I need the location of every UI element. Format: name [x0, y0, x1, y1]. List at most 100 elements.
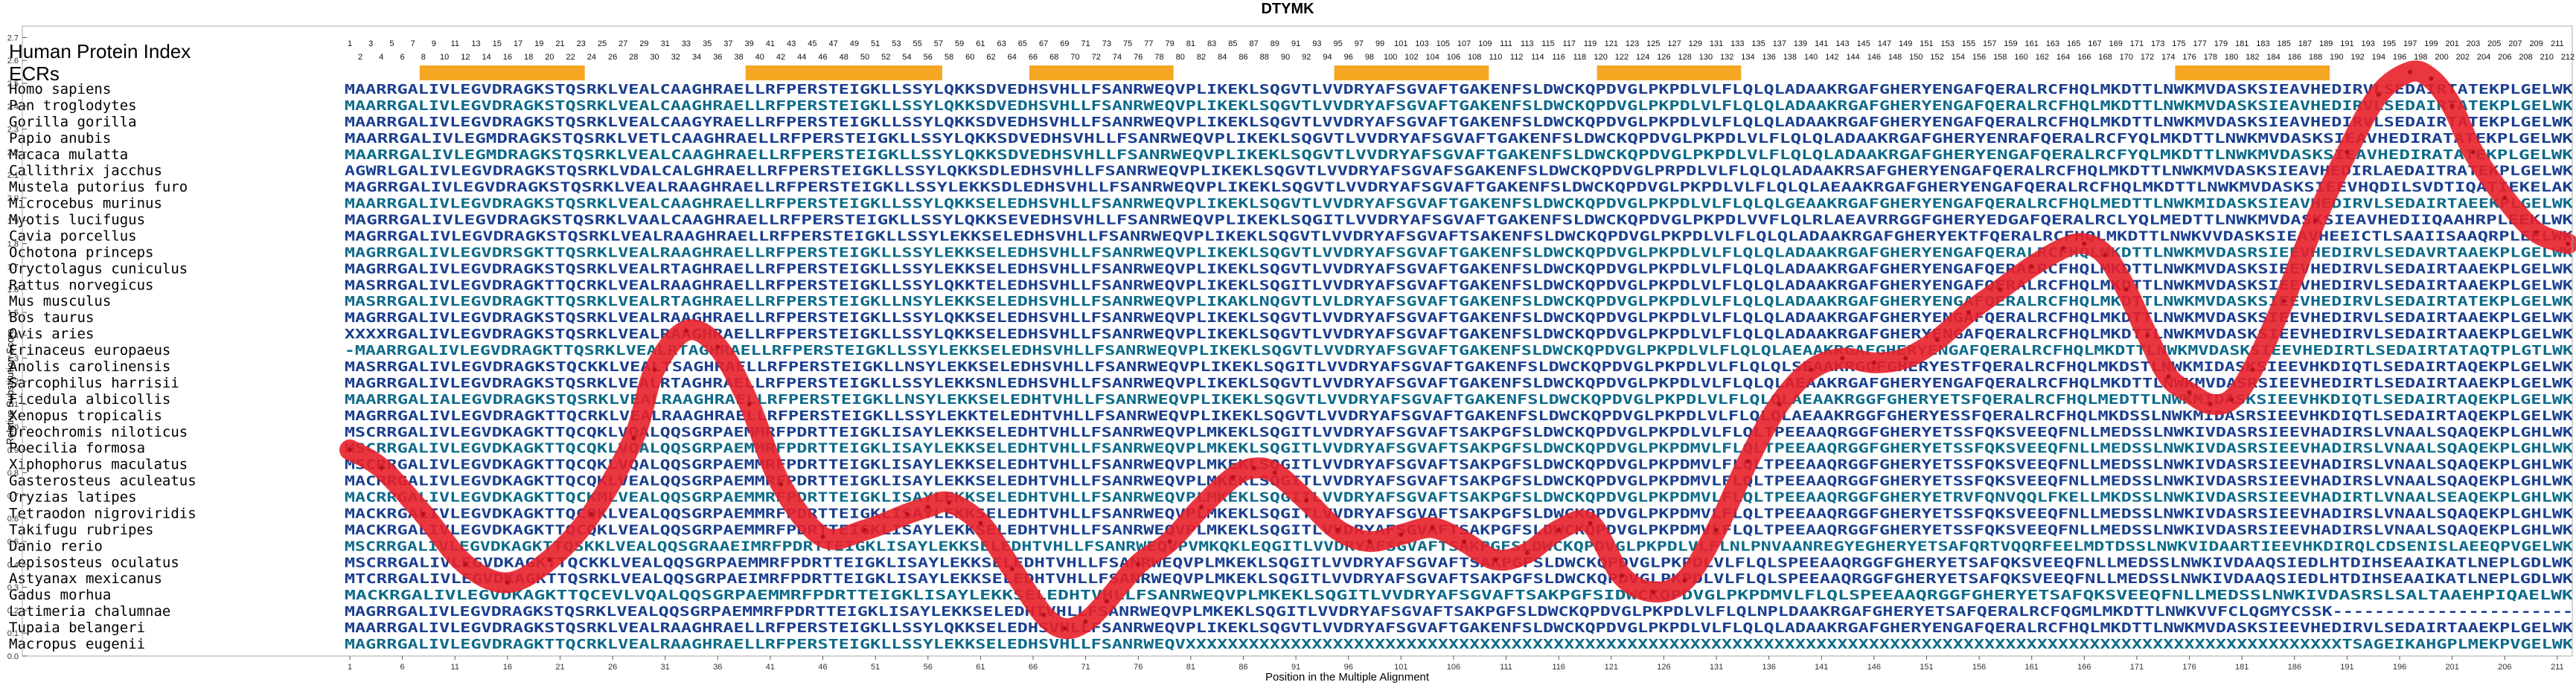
x-tick-label: 121: [1605, 663, 1618, 672]
protein-index-number: 116: [1552, 53, 1565, 62]
protein-index-number: 191: [2340, 39, 2353, 48]
protein-index-number: 87: [1249, 39, 1258, 48]
protein-index-number: 200: [2435, 53, 2448, 62]
species-name: Tupaia belangeri: [9, 620, 145, 636]
species-name: Astyanax mexicanus: [9, 570, 162, 587]
species-sequence: MACKRGALIVLEGVDKAGKTTQCEVLVQALQQSGRPAEMM…: [345, 588, 2573, 603]
y-tick-label: 2.3: [7, 126, 19, 135]
protein-index-number: 69: [1060, 39, 1069, 48]
y-tick-label: 1.7: [7, 263, 19, 271]
protein-index-number: 154: [1952, 53, 1965, 62]
score-point: [1009, 567, 1014, 571]
protein-index-number: 2: [358, 53, 362, 62]
score-point: [2166, 374, 2171, 379]
protein-index-number: 86: [1239, 53, 1247, 62]
species-name: Callithrix jacchus: [9, 163, 162, 179]
protein-index-number: 18: [524, 53, 533, 62]
species-sequence: MAARRGALIVLEGVDRAGKSTQSRKLVEALCAAGHRAELL…: [345, 98, 2573, 114]
x-tick-label: 1: [348, 663, 352, 672]
protein-index-number: 101: [1394, 39, 1407, 48]
protein-index-number: 19: [534, 39, 543, 48]
score-point: [421, 512, 426, 516]
species-name: Mus musculus: [9, 293, 111, 309]
score-point: [2229, 397, 2234, 402]
y-tick-label: 0.3: [7, 584, 19, 593]
x-tick-label: 136: [1762, 663, 1775, 672]
protein-index-number: 123: [1626, 39, 1639, 48]
score-point: [2534, 230, 2539, 235]
protein-index-number: 171: [2130, 39, 2144, 48]
protein-index-number: 47: [829, 39, 838, 48]
x-tick-label: 96: [1344, 663, 1353, 672]
protein-index-number: 22: [566, 53, 575, 62]
protein-index-number: 148: [1888, 53, 1902, 62]
species-name: Anolis carolinensis: [9, 359, 170, 375]
protein-index-number: 141: [1815, 39, 1828, 48]
y-tick-label: 1.2: [7, 377, 19, 386]
protein-index-number: 193: [2361, 39, 2374, 48]
species-name: Pan troglodytes: [9, 97, 137, 114]
species-sequence: MAARRGALIVLEGVDRAGKSTQSRKLVEALRAAGHRAELL…: [345, 620, 2573, 636]
score-point: [1745, 459, 1751, 464]
y-tick-label: 1.8: [7, 240, 19, 249]
protein-index-number: 10: [440, 53, 449, 62]
protein-index-number: 90: [1281, 53, 1290, 62]
species-sequence: MAARRGALIVLEGVDRAGKSTQSRKLVEALCAAGYRAELL…: [345, 115, 2573, 130]
y-tick-label: 0.6: [7, 515, 19, 524]
protein-index-number: 65: [1018, 39, 1027, 48]
protein-index-number: 156: [1972, 53, 1986, 62]
score-point: [2408, 69, 2413, 74]
protein-index-number: 8: [421, 53, 426, 62]
score-point: [1682, 578, 1687, 583]
protein-index-number: 146: [1867, 53, 1881, 62]
score-point: [683, 328, 688, 333]
protein-index-number: 99: [1375, 39, 1384, 48]
protein-index-number: 211: [2551, 39, 2564, 48]
x-tick-label: 126: [1657, 663, 1670, 672]
protein-index-number: 60: [965, 53, 974, 62]
protein-index-number: 203: [2467, 39, 2480, 48]
protein-index-number: 149: [1899, 39, 1912, 48]
protein-index-number: 59: [955, 39, 964, 48]
protein-index-number: 100: [1384, 53, 1397, 62]
score-point: [1903, 356, 1908, 361]
x-tick-label: 41: [766, 663, 775, 672]
protein-index-number: 78: [1154, 53, 1163, 62]
protein-index-number: 122: [1615, 53, 1629, 62]
protein-index-number: 96: [1344, 53, 1353, 62]
x-tick-label: 86: [1239, 663, 1247, 672]
score-point: [2145, 332, 2150, 338]
score-point: [1871, 360, 1876, 365]
protein-index-number: 136: [1762, 53, 1775, 62]
protein-index-number: 7: [411, 39, 415, 48]
protein-index-number: 118: [1573, 53, 1587, 62]
x-tick-label: 11: [451, 663, 459, 672]
x-tick-label: 161: [2025, 663, 2039, 672]
protein-index-number: 115: [1541, 39, 1555, 48]
species-name: Mustela putorius furo: [9, 179, 188, 196]
protein-index-number: 183: [2256, 39, 2269, 48]
score-point: [652, 367, 657, 372]
species-sequence: MAARRGALIALEGVDRAGKSTQSRKLVEALRAAGHRAELL…: [345, 392, 2573, 408]
score-point: [1041, 612, 1046, 617]
protein-index-number: 30: [650, 53, 659, 62]
y-tick-label: 2.6: [7, 57, 19, 65]
protein-index-number: 177: [2193, 39, 2207, 48]
species-sequence: MSCRRGALIVLEGVDKAGKTTQCQKLVQALQQSGRPAEMM…: [345, 425, 2573, 440]
protein-index-number: 40: [755, 53, 764, 62]
protein-index-number: 25: [598, 39, 607, 48]
protein-index-number: 194: [2372, 53, 2385, 62]
y-tick-label: 0.5: [7, 538, 19, 547]
protein-index-number: 71: [1081, 39, 1090, 48]
species-name: Macaca mulatta: [9, 147, 128, 163]
score-point: [2566, 241, 2570, 246]
protein-index-number: 209: [2529, 39, 2543, 48]
protein-index-number: 80: [1176, 53, 1185, 62]
score-point: [1136, 562, 1141, 567]
y-tick-label: 1.1: [7, 400, 19, 409]
y-tick-label: 1.6: [7, 286, 19, 295]
protein-index-number: 176: [2182, 53, 2196, 62]
protein-index-number: 158: [1993, 53, 2007, 62]
y-tick-label: 2.4: [7, 103, 19, 112]
